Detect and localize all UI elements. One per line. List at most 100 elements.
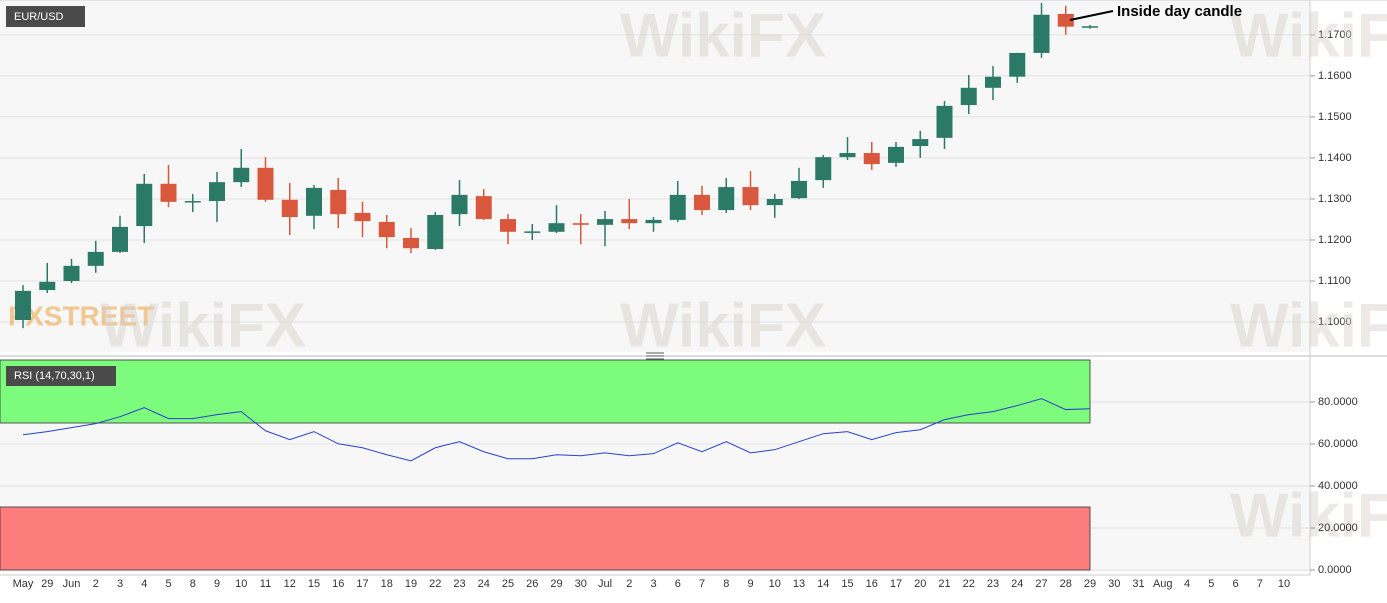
x-tick-label: 13: [793, 578, 805, 590]
divider-handle: [646, 352, 664, 360]
title-box: [6, 6, 85, 27]
candle-body: [378, 221, 395, 238]
candle-body: [791, 180, 807, 199]
y-tick-label: 0.0000: [1318, 564, 1352, 576]
x-tick-label: 29: [41, 578, 53, 590]
x-tick-label: 14: [817, 578, 829, 590]
candle-body: [839, 153, 856, 158]
candle-body: [718, 187, 735, 211]
x-tick-label: 21: [938, 578, 950, 590]
x-tick-label: Aug: [1153, 578, 1173, 590]
candle-body: [1033, 14, 1050, 53]
chart-title: EUR/USD: [14, 11, 64, 23]
candle-body: [281, 199, 298, 218]
x-tick-label: 7: [1257, 578, 1263, 590]
x-tick-label: 22: [963, 578, 975, 590]
y-tick-label: 1.1500: [1318, 111, 1352, 123]
y-tick-label: 1.1400: [1318, 152, 1352, 164]
x-tick-label: 22: [429, 578, 441, 590]
rsi-line: [22, 398, 1091, 462]
x-tick-label: 3: [650, 578, 656, 590]
candle-body: [330, 189, 347, 215]
x-tick-label: 23: [987, 578, 999, 590]
candle-body: [451, 194, 468, 215]
candle-body: [888, 146, 904, 163]
x-tick-label: 28: [1060, 578, 1072, 590]
x-tick-label: 10: [235, 578, 247, 590]
candle-body: [160, 183, 177, 202]
candle-body: [475, 196, 492, 220]
y-tick-label: 1.1200: [1318, 234, 1352, 246]
x-tick-label: 24: [1011, 578, 1023, 590]
logo-watermark: WikiFX: [620, 1, 826, 70]
x-tick-label: 27: [1035, 578, 1047, 590]
watermark: FXSTREET: [8, 300, 154, 331]
x-tick-label: May: [13, 578, 34, 590]
candle-body: [306, 187, 322, 216]
y-tick-label: 60.0000: [1318, 438, 1358, 450]
logo-watermark: WikiFX: [1230, 1, 1387, 70]
candle-body: [403, 237, 419, 249]
x-tick-label: 2: [93, 578, 99, 590]
y-tick-label: 80.0000: [1318, 396, 1358, 408]
candle-body: [136, 183, 153, 227]
x-tick-label: 9: [214, 578, 220, 590]
candle-body: [233, 167, 250, 183]
candle-body: [1057, 13, 1074, 27]
candle-body: [985, 76, 1001, 88]
annotation: Inside day candle: [1117, 3, 1242, 20]
candle-body: [257, 167, 274, 200]
x-tick-label: 10: [1278, 578, 1290, 590]
y-tick-label: 1.1600: [1318, 70, 1352, 82]
candle-body: [694, 194, 710, 211]
x-tick-label: 3: [117, 578, 123, 590]
candle-body: [621, 219, 638, 224]
logo-watermark: WikiFX: [620, 291, 826, 360]
x-tick-label: 11: [260, 578, 271, 590]
candle-body: [1009, 52, 1026, 77]
candle-body: [15, 290, 31, 320]
candle-body: [39, 281, 56, 291]
price-panel: [0, 0, 1310, 352]
x-tick-label: 20: [914, 578, 926, 590]
candle-body: [936, 105, 953, 138]
candle-body: [184, 201, 201, 203]
x-tick-label: 26: [526, 578, 538, 590]
x-tick-label: 18: [381, 578, 393, 590]
x-tick-label: 16: [332, 578, 344, 590]
candle-body: [209, 182, 225, 202]
logo-watermark: WikiFX: [100, 291, 306, 360]
x-tick-label: 4: [1184, 578, 1190, 590]
candle-body: [766, 198, 783, 206]
x-tick-label: 17: [890, 578, 902, 590]
annotation-arrow: [1069, 10, 1114, 21]
x-tick-label: 29: [1084, 578, 1096, 590]
oversold-zone: [0, 506, 1091, 571]
candle-body: [742, 187, 759, 206]
candle-body: [548, 223, 565, 232]
y-tick-label: 1.1300: [1318, 193, 1352, 205]
y-tick-label: 40.0000: [1318, 480, 1358, 492]
y-tick-label: 1.1700: [1318, 29, 1352, 41]
x-tick-label: 12: [284, 578, 296, 590]
y-tick-label: 1.1100: [1318, 275, 1351, 287]
x-tick-label: 30: [575, 578, 587, 590]
x-tick-label: 30: [1108, 578, 1120, 590]
candle-body: [815, 157, 832, 181]
x-tick-label: 31: [1132, 578, 1144, 590]
candle-body: [597, 219, 613, 225]
x-tick-label: 19: [405, 578, 417, 590]
x-tick-label: Jul: [598, 578, 612, 590]
candle-body: [112, 226, 128, 252]
candle-body: [427, 214, 444, 250]
x-tick-label: 7: [699, 578, 705, 590]
x-tick-label: 6: [1232, 578, 1238, 590]
x-tick-label: 6: [675, 578, 681, 590]
x-tick-label: 5: [1208, 578, 1214, 590]
x-tick-label: 2: [626, 578, 632, 590]
title-box: [6, 366, 116, 386]
candle-body: [572, 223, 589, 225]
x-tick-label: 5: [165, 578, 171, 590]
x-tick-label: 8: [723, 578, 729, 590]
